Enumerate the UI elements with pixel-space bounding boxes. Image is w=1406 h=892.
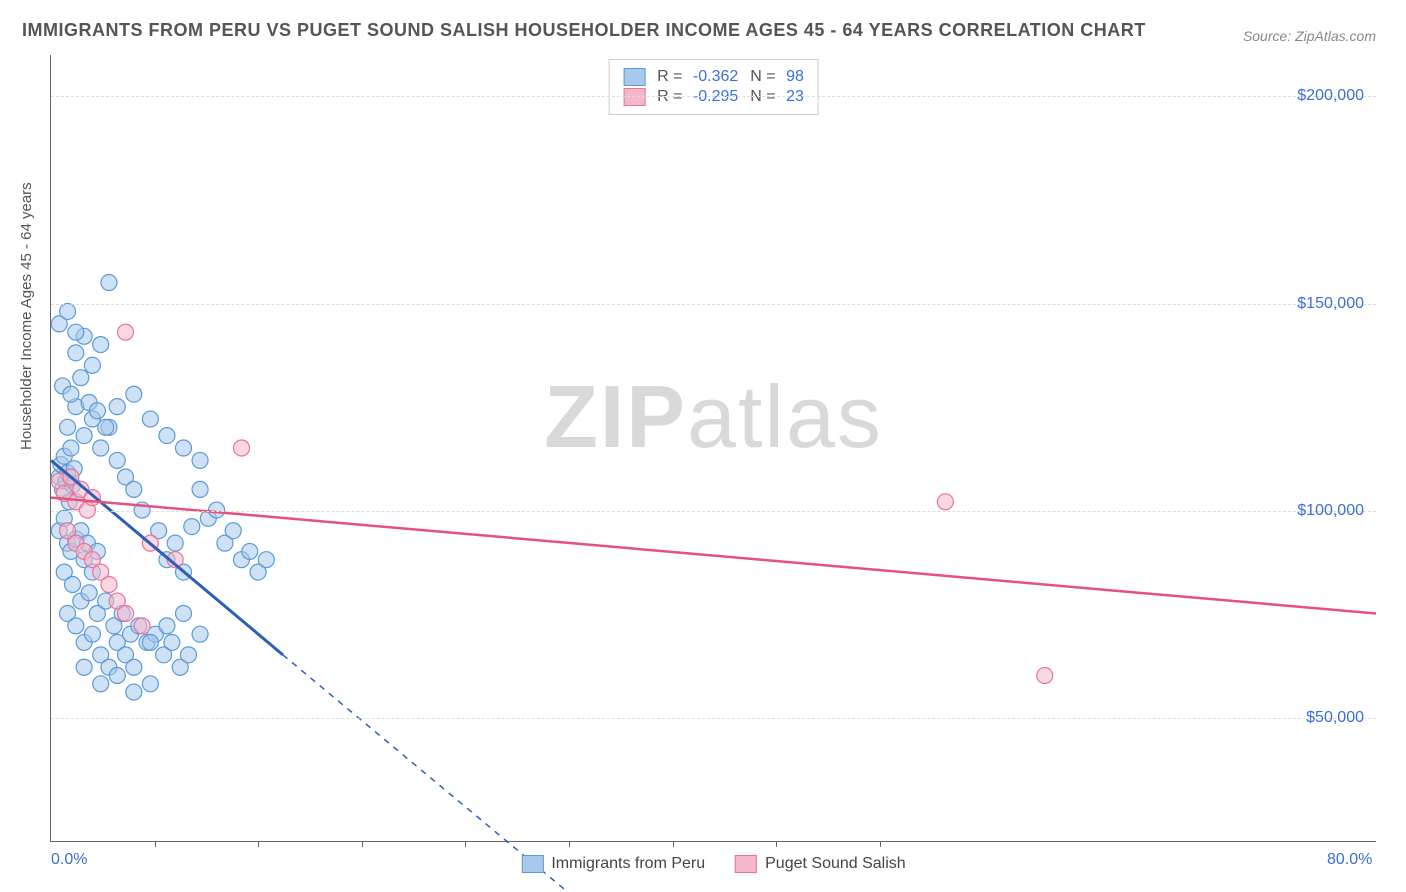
scatter-point <box>192 626 208 642</box>
x-tick-mark <box>880 841 881 847</box>
scatter-point <box>176 440 192 456</box>
scatter-point <box>93 337 109 353</box>
legend-item: Immigrants from Peru <box>521 855 705 873</box>
scatter-point <box>180 647 196 663</box>
gridline <box>51 304 1376 305</box>
x-tick-mark <box>362 841 363 847</box>
scatter-point <box>93 440 109 456</box>
x-tick-mark <box>569 841 570 847</box>
legend-n-label: N = 98 <box>750 68 804 86</box>
scatter-point <box>101 275 117 291</box>
scatter-point <box>192 481 208 497</box>
y-tick-label: $200,000 <box>1297 87 1364 105</box>
scatter-point <box>73 370 89 386</box>
scatter-point <box>142 411 158 427</box>
gridline <box>51 511 1376 512</box>
scatter-point <box>164 634 180 650</box>
scatter-point <box>184 519 200 535</box>
scatter-point <box>159 618 175 634</box>
y-tick-label: $100,000 <box>1297 502 1364 520</box>
scatter-point <box>109 452 125 468</box>
legend-swatch <box>735 855 757 873</box>
scatter-point <box>242 543 258 559</box>
y-axis-label: Householder Income Ages 45 - 64 years <box>18 182 35 450</box>
scatter-point <box>167 535 183 551</box>
x-tick-mark <box>258 841 259 847</box>
scatter-point <box>68 324 84 340</box>
legend-series: Immigrants from Peru Puget Sound Salish <box>521 855 905 873</box>
scatter-point <box>225 523 241 539</box>
scatter-point <box>118 324 134 340</box>
legend-label: Puget Sound Salish <box>765 855 906 873</box>
scatter-point <box>76 428 92 444</box>
scatter-point <box>937 494 953 510</box>
correlation-chart: IMMIGRANTS FROM PERU VS PUGET SOUND SALI… <box>0 0 1406 892</box>
legend-row: R = -0.362 N = 98 <box>623 68 804 86</box>
plot-area: ZIPatlas R = -0.362 N = 98 R = -0.295 N … <box>50 55 1376 842</box>
scatter-point <box>101 577 117 593</box>
legend-swatch <box>623 68 645 86</box>
x-tick-label: 80.0% <box>1327 851 1372 869</box>
scatter-point <box>68 618 84 634</box>
scatter-point <box>1037 668 1053 684</box>
x-tick-mark <box>673 841 674 847</box>
x-tick-mark <box>465 841 466 847</box>
scatter-point <box>233 440 249 456</box>
scatter-point <box>126 659 142 675</box>
scatter-point <box>109 668 125 684</box>
scatter-point <box>142 634 158 650</box>
gridline <box>51 718 1376 719</box>
scatter-point <box>142 676 158 692</box>
scatter-point <box>76 659 92 675</box>
scatter-point <box>98 419 114 435</box>
scatter-point <box>126 684 142 700</box>
x-tick-mark <box>155 841 156 847</box>
source-label: Source: ZipAtlas.com <box>1243 28 1376 44</box>
scatter-point <box>258 552 274 568</box>
scatter-point <box>118 605 134 621</box>
scatter-point <box>63 386 79 402</box>
x-tick-mark <box>776 841 777 847</box>
scatter-point <box>63 440 79 456</box>
chart-title: IMMIGRANTS FROM PERU VS PUGET SOUND SALI… <box>22 20 1146 41</box>
scatter-point <box>60 303 76 319</box>
scatter-point <box>126 481 142 497</box>
legend-swatch <box>521 855 543 873</box>
scatter-point <box>89 403 105 419</box>
scatter-point <box>65 577 81 593</box>
y-tick-label: $50,000 <box>1306 709 1364 727</box>
scatter-point <box>192 452 208 468</box>
scatter-point <box>81 585 97 601</box>
legend-label: Immigrants from Peru <box>551 855 705 873</box>
legend-r-label: R = -0.362 <box>657 68 738 86</box>
x-tick-label: 0.0% <box>51 851 87 869</box>
gridline <box>51 96 1376 97</box>
scatter-point <box>126 386 142 402</box>
scatter-point <box>93 676 109 692</box>
scatter-point <box>134 618 150 634</box>
scatter-point <box>176 605 192 621</box>
legend-correlation: R = -0.362 N = 98 R = -0.295 N = 23 <box>608 59 819 115</box>
scatter-point <box>159 428 175 444</box>
scatter-point <box>84 357 100 373</box>
legend-item: Puget Sound Salish <box>735 855 906 873</box>
y-tick-label: $150,000 <box>1297 295 1364 313</box>
scatter-point <box>68 345 84 361</box>
scatter-point <box>109 399 125 415</box>
scatter-point <box>84 626 100 642</box>
scatter-point <box>60 419 76 435</box>
plot-svg <box>51 55 1376 841</box>
